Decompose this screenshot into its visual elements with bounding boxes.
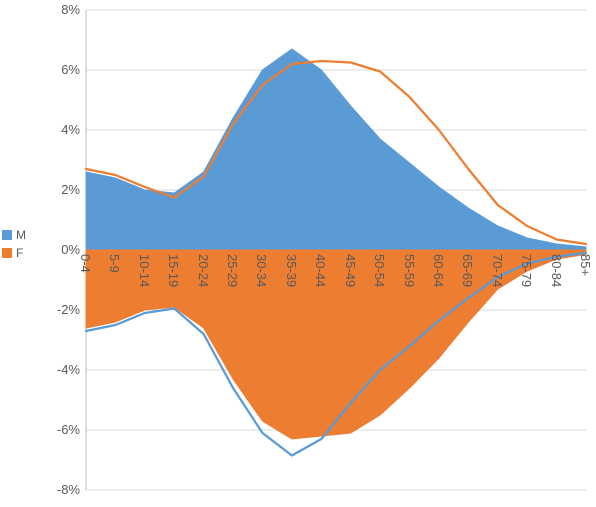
- x-tick-label: 30-34: [254, 254, 269, 287]
- x-tick-label: 85+: [578, 254, 593, 276]
- y-tick-label: 6%: [46, 62, 80, 77]
- y-tick-label: 0%: [46, 242, 80, 257]
- y-tick-label: 4%: [46, 122, 80, 137]
- x-tick-label: 40-44: [313, 254, 328, 287]
- x-tick-label: 80-84: [549, 254, 564, 287]
- legend-label-f: F: [16, 246, 23, 260]
- x-tick-label: 65-69: [460, 254, 475, 287]
- x-tick-label: 50-54: [372, 254, 387, 287]
- x-tick-label: 15-19: [166, 254, 181, 287]
- x-tick-label: 75-79: [519, 254, 534, 287]
- y-tick-label: -6%: [46, 422, 80, 437]
- x-tick-label: 5-9: [107, 254, 122, 273]
- square-icon: [2, 248, 12, 258]
- y-tick-label: -2%: [46, 302, 80, 317]
- y-tick-label: 8%: [46, 2, 80, 17]
- legend: M F: [2, 228, 26, 260]
- x-tick-label: 55-59: [402, 254, 417, 287]
- y-tick-label: 2%: [46, 182, 80, 197]
- legend-item-m: M: [2, 228, 26, 242]
- series-area-M_area: [86, 49, 586, 250]
- y-tick-label: -8%: [46, 482, 80, 497]
- x-tick-label: 35-39: [284, 254, 299, 287]
- square-icon: [2, 230, 12, 240]
- x-tick-label: 70-74: [490, 254, 505, 287]
- legend-item-f: F: [2, 246, 26, 260]
- y-tick-label: -4%: [46, 362, 80, 377]
- chart-container: M F -8% -6% -4% -2% 0% 2% 4% 6% 8% 0-4 5-9 10-14 15…: [0, 0, 596, 507]
- legend-label-m: M: [16, 228, 26, 242]
- x-tick-label: 60-64: [431, 254, 446, 287]
- x-tick-label: 10-14: [137, 254, 152, 287]
- plot-area: 0-45-910-1415-1920-2425-2930-3435-3940-4…: [86, 10, 586, 490]
- x-tick-label: 20-24: [196, 254, 211, 287]
- series-area-F_area: [86, 250, 586, 439]
- plot-svg: [86, 10, 586, 490]
- x-tick-label: 25-29: [225, 254, 240, 287]
- x-tick-label: 0-4: [78, 254, 93, 273]
- x-tick-label: 45-49: [343, 254, 358, 287]
